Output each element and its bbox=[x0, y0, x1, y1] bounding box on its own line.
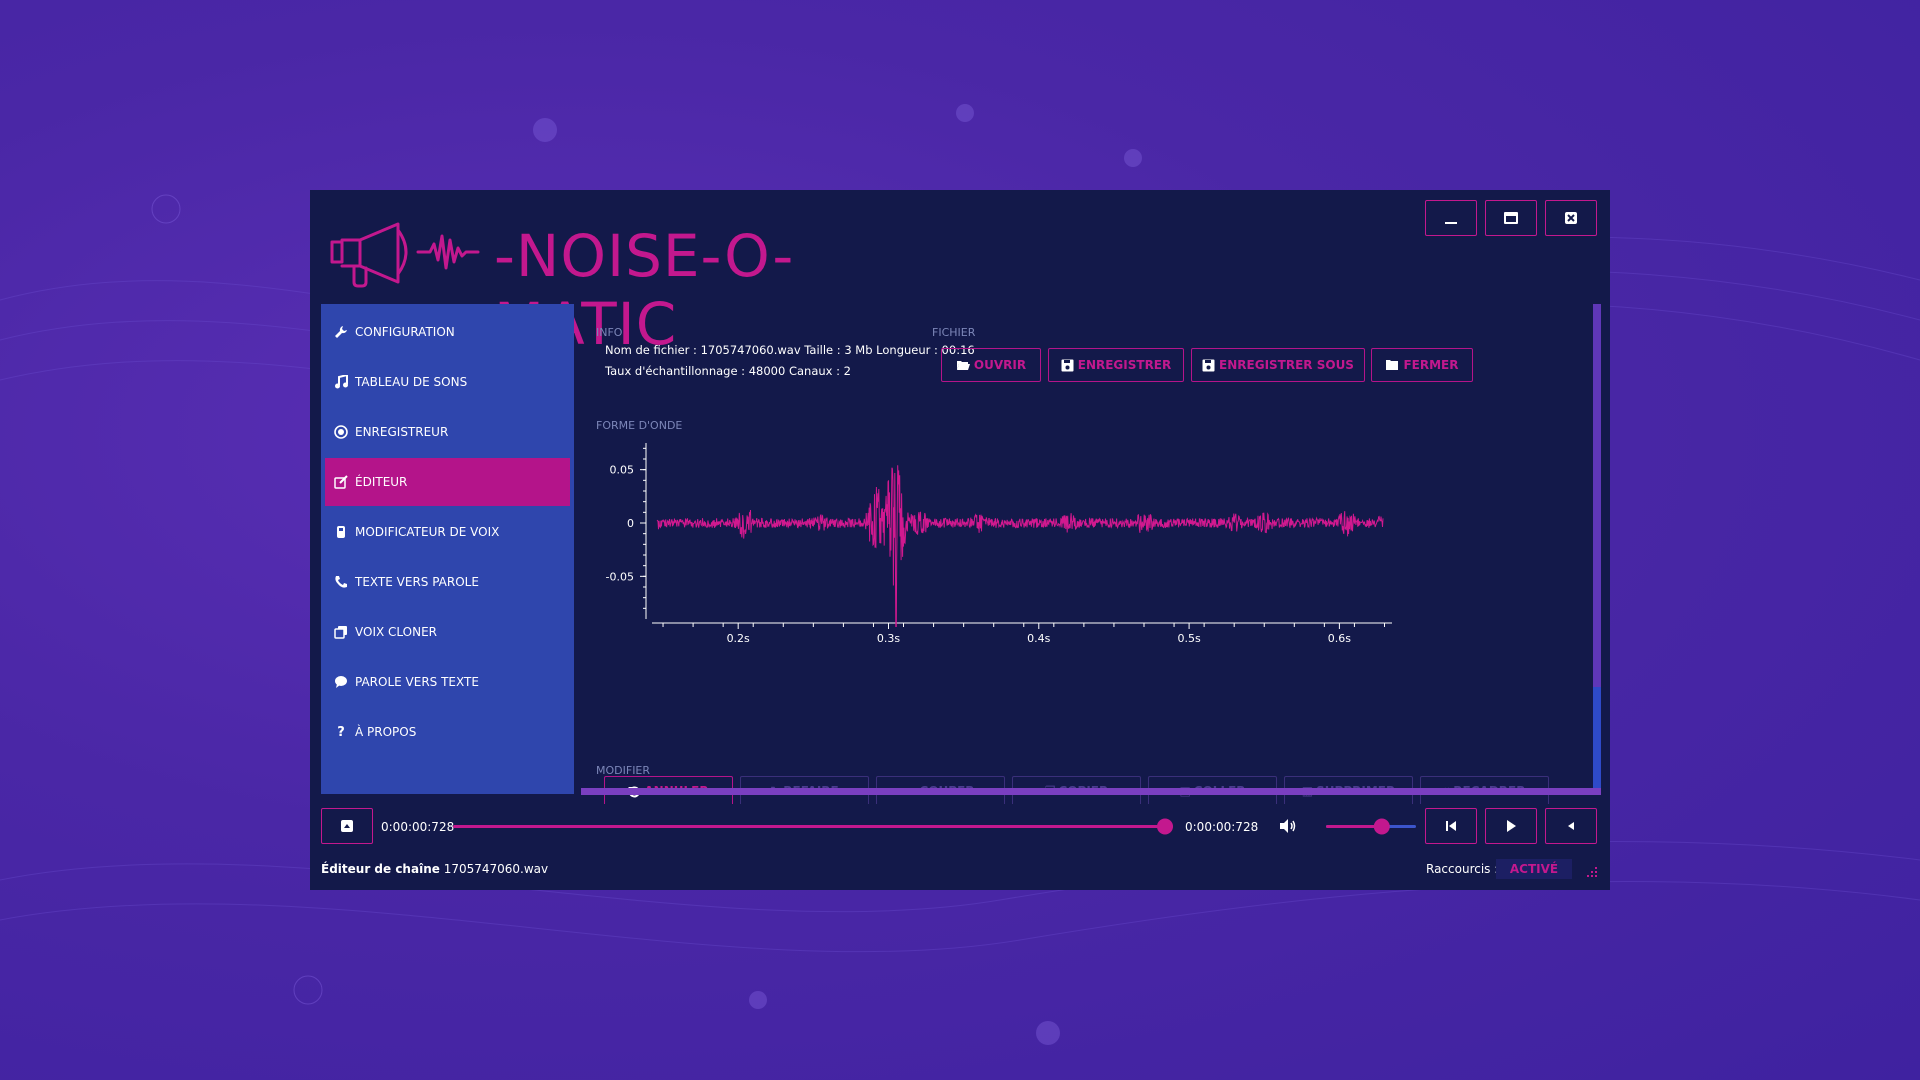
progress-slider[interactable] bbox=[453, 816, 1173, 836]
sidebar-item-texte-vers-parole[interactable]: TEXTE VERS PAROLE bbox=[325, 558, 570, 606]
megaphone-logo-icon bbox=[330, 222, 480, 288]
sidebar-item-parole-vers-texte[interactable]: PAROLE VERS TEXTE bbox=[325, 658, 570, 706]
save-as-icon bbox=[1202, 359, 1215, 371]
eject-icon bbox=[341, 820, 353, 832]
progress-handle[interactable] bbox=[1157, 818, 1173, 835]
status-bar-left: Éditeur de chaîne 1705747060.wav bbox=[321, 862, 548, 876]
sidebar-item-voix-cloner[interactable]: VOIX CLONER bbox=[325, 608, 570, 656]
sidebar-item-tableau-de-sons[interactable]: TABLEAU DE SONS bbox=[325, 358, 570, 406]
waveform-heading: FORME D'ONDE bbox=[596, 419, 683, 432]
x-tick-label: 0.2s bbox=[727, 632, 750, 645]
sidebar-item-label: ÉDITEUR bbox=[355, 475, 408, 489]
clone-icon bbox=[333, 624, 349, 640]
sidebar-item-modificateur-de-voix[interactable]: MODIFICATEUR DE VOIX bbox=[325, 508, 570, 556]
sidebar-item-label: À PROPOS bbox=[355, 725, 417, 739]
app-window: -NOISE-O-MATIC CONFIGURATION TABLEAU DE … bbox=[310, 190, 1610, 890]
play-icon bbox=[1507, 820, 1516, 832]
record-icon bbox=[333, 424, 349, 440]
close-file-button[interactable]: FERMER bbox=[1371, 348, 1473, 382]
waveform-series-line bbox=[656, 465, 1384, 627]
close-icon bbox=[1565, 212, 1577, 224]
close-button[interactable] bbox=[1545, 200, 1597, 236]
horizontal-scrollbar[interactable] bbox=[581, 788, 1601, 795]
total-time: 0:00:00:728 bbox=[1185, 820, 1259, 834]
volume-slider[interactable] bbox=[1326, 816, 1416, 836]
editor-label: Éditeur de chaîne bbox=[321, 862, 440, 876]
folder-icon bbox=[1386, 360, 1399, 370]
vertical-scrollbar-thumb[interactable] bbox=[1593, 687, 1601, 792]
phone-icon bbox=[333, 574, 349, 590]
question-icon: ? bbox=[337, 724, 345, 740]
modifier-heading: MODIFIER bbox=[596, 764, 651, 777]
folder-open-icon bbox=[956, 361, 970, 370]
resize-grip-icon[interactable] bbox=[1584, 864, 1598, 878]
sidebar-item-a-propos[interactable]: ? À PROPOS bbox=[325, 708, 570, 756]
app-title: -NOISE-O-MATIC bbox=[494, 222, 795, 358]
voice-changer-icon bbox=[333, 524, 349, 540]
save-as-button[interactable]: ENREGISTRER SOUS bbox=[1191, 348, 1365, 382]
sidebar-item-label: CONFIGURATION bbox=[355, 325, 455, 339]
editor-panel: INFO Nom de fichier : 1705747060.wav Tai… bbox=[574, 304, 1604, 804]
reverse-button[interactable] bbox=[1545, 808, 1597, 844]
y-tick-label: -0.05 bbox=[606, 570, 634, 583]
status-filename: 1705747060.wav bbox=[443, 862, 549, 876]
fichier-heading: FICHIER bbox=[932, 326, 976, 339]
minimize-button[interactable] bbox=[1425, 200, 1477, 236]
shortcuts-status-badge[interactable]: ACTIVÉ bbox=[1496, 859, 1572, 879]
progress-fill bbox=[453, 825, 1173, 828]
y-tick-label: 0.05 bbox=[610, 464, 635, 477]
wrench-icon bbox=[333, 324, 349, 340]
current-time: 0:00:00:728 bbox=[381, 820, 455, 834]
player-bar: 0:00:00:728 0:00:00:728 bbox=[310, 808, 1610, 852]
x-tick-label: 0.5s bbox=[1177, 632, 1200, 645]
x-tick-label: 0.3s bbox=[877, 632, 900, 645]
info-audio-details: Taux d'échantillonnage : 48000 Canaux : … bbox=[605, 364, 851, 378]
edit-icon bbox=[333, 474, 349, 490]
app-logo: -NOISE-O-MATIC bbox=[328, 210, 888, 358]
eject-button[interactable] bbox=[321, 808, 373, 844]
sidebar-nav: CONFIGURATION TABLEAU DE SONS ENREGISTRE… bbox=[321, 304, 574, 794]
x-tick-label: 0.6s bbox=[1328, 632, 1351, 645]
skip-back-icon bbox=[1446, 821, 1456, 831]
sidebar-item-label: PAROLE VERS TEXTE bbox=[355, 675, 479, 689]
reverse-icon bbox=[1568, 822, 1574, 830]
info-file-details: Nom de fichier : 1705747060.wav Taille :… bbox=[605, 343, 975, 357]
x-tick-label: 0.4s bbox=[1027, 632, 1050, 645]
volume-fill bbox=[1326, 825, 1382, 828]
sidebar-item-label: ENREGISTREUR bbox=[355, 425, 449, 439]
vertical-scrollbar[interactable] bbox=[1593, 304, 1601, 792]
sidebar-item-label: VOIX CLONER bbox=[355, 625, 437, 639]
play-button[interactable] bbox=[1485, 808, 1537, 844]
sidebar-item-enregistreur[interactable]: ENREGISTREUR bbox=[325, 408, 570, 456]
waveform-tick-labels: 0.2s 0.3s 0.4s 0.5s 0.6s 0.05 0 -0.05 bbox=[606, 464, 1352, 645]
save-icon bbox=[1061, 359, 1074, 371]
maximize-icon bbox=[1504, 212, 1518, 224]
music-note-icon bbox=[333, 374, 349, 390]
waveform-axes bbox=[640, 443, 1392, 629]
open-button[interactable]: OUVRIR bbox=[941, 348, 1041, 382]
sidebar-item-label: MODIFICATEUR DE VOIX bbox=[355, 525, 500, 539]
info-heading: INFO bbox=[596, 326, 623, 339]
sidebar-item-label: TABLEAU DE SONS bbox=[355, 375, 468, 389]
y-tick-label: 0 bbox=[627, 517, 634, 530]
volume-icon[interactable] bbox=[1279, 818, 1297, 834]
maximize-button[interactable] bbox=[1485, 200, 1537, 236]
sidebar-item-configuration[interactable]: CONFIGURATION bbox=[325, 308, 570, 356]
shortcuts-label: Raccourcis : bbox=[1426, 862, 1499, 876]
sidebar-item-editeur[interactable]: ÉDITEUR bbox=[325, 458, 570, 506]
minimize-icon bbox=[1445, 222, 1457, 224]
sidebar-item-label: TEXTE VERS PAROLE bbox=[355, 575, 479, 589]
save-button[interactable]: ENREGISTRER bbox=[1048, 348, 1184, 382]
speech-bubble-icon bbox=[333, 674, 349, 690]
volume-handle[interactable] bbox=[1373, 818, 1390, 835]
waveform-chart[interactable]: 0.2s 0.3s 0.4s 0.5s 0.6s 0.05 0 -0.05 bbox=[596, 437, 1456, 667]
skip-back-button[interactable] bbox=[1425, 808, 1477, 844]
